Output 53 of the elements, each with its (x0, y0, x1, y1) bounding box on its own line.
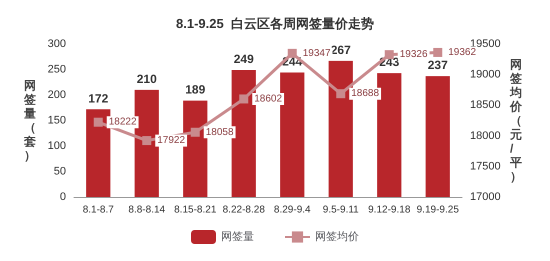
y2-tick-label: 19000 (470, 68, 501, 81)
x-tick-label: 8.22-8.28 (222, 204, 266, 216)
data-label: 18222 (108, 116, 137, 128)
y-tick-label: 50 (54, 166, 66, 178)
x-tick-label: 8.29-9.4 (274, 204, 312, 216)
data-label: 18602 (254, 93, 282, 104)
y2-tick-label: 17000 (470, 191, 501, 203)
data-label: 237 (428, 58, 448, 72)
data-label: 19347 (302, 48, 331, 59)
data-label: 17922 (157, 135, 186, 146)
bar (232, 70, 256, 197)
data-label: 267 (330, 42, 352, 57)
x-tick-label: 9.19-9.25 (416, 204, 460, 216)
y2-tick-label: 18000 (470, 130, 501, 142)
y-tick-label: 250 (48, 64, 66, 76)
data-label: 249 (234, 52, 254, 66)
x-tick-label: 9.5-9.11 (322, 204, 360, 216)
x-tick-label: 8.15-8.21 (174, 204, 217, 216)
y2-tick-label: 18500 (470, 99, 501, 112)
bar (426, 76, 450, 197)
bar (183, 100, 208, 197)
data-label: 18688 (351, 88, 380, 100)
bar (86, 109, 110, 197)
y-tick-label: 200 (48, 89, 66, 101)
bar (328, 60, 353, 197)
data-label: 172 (88, 91, 109, 106)
legend-label: 网签均价 (315, 231, 359, 243)
x-tick-label: 9.12-9.18 (368, 204, 411, 216)
bar (134, 90, 159, 197)
y-tick-label: 150 (48, 114, 66, 126)
chart-title: 8.1-9.25 白云区各周网签量价走势 (176, 16, 374, 31)
point (190, 128, 200, 137)
x-tick-label: 8.1-8.7 (82, 204, 114, 216)
data-label: 19326 (400, 49, 428, 60)
data-label: 189 (185, 82, 206, 97)
y2-tick-label: 17500 (470, 160, 501, 172)
data-label: 210 (136, 72, 158, 86)
y-tick-label: 100 (48, 140, 66, 152)
point (336, 89, 346, 98)
y-tick-label: 300 (48, 38, 66, 50)
text: 网签均价（元/平） (510, 58, 522, 184)
point (94, 118, 103, 127)
y-tick-label: 0 (60, 191, 66, 203)
data-label: 18058 (206, 126, 234, 138)
x-tick-label: 8.8-8.14 (128, 204, 166, 216)
point (239, 94, 248, 104)
point (142, 136, 152, 146)
data-label: 19362 (448, 46, 476, 58)
point (433, 48, 442, 57)
bar (280, 72, 304, 197)
bar (377, 73, 402, 197)
legend-label: 网签量 (221, 231, 254, 243)
y-axis-title: 网签量（套） (23, 78, 36, 162)
